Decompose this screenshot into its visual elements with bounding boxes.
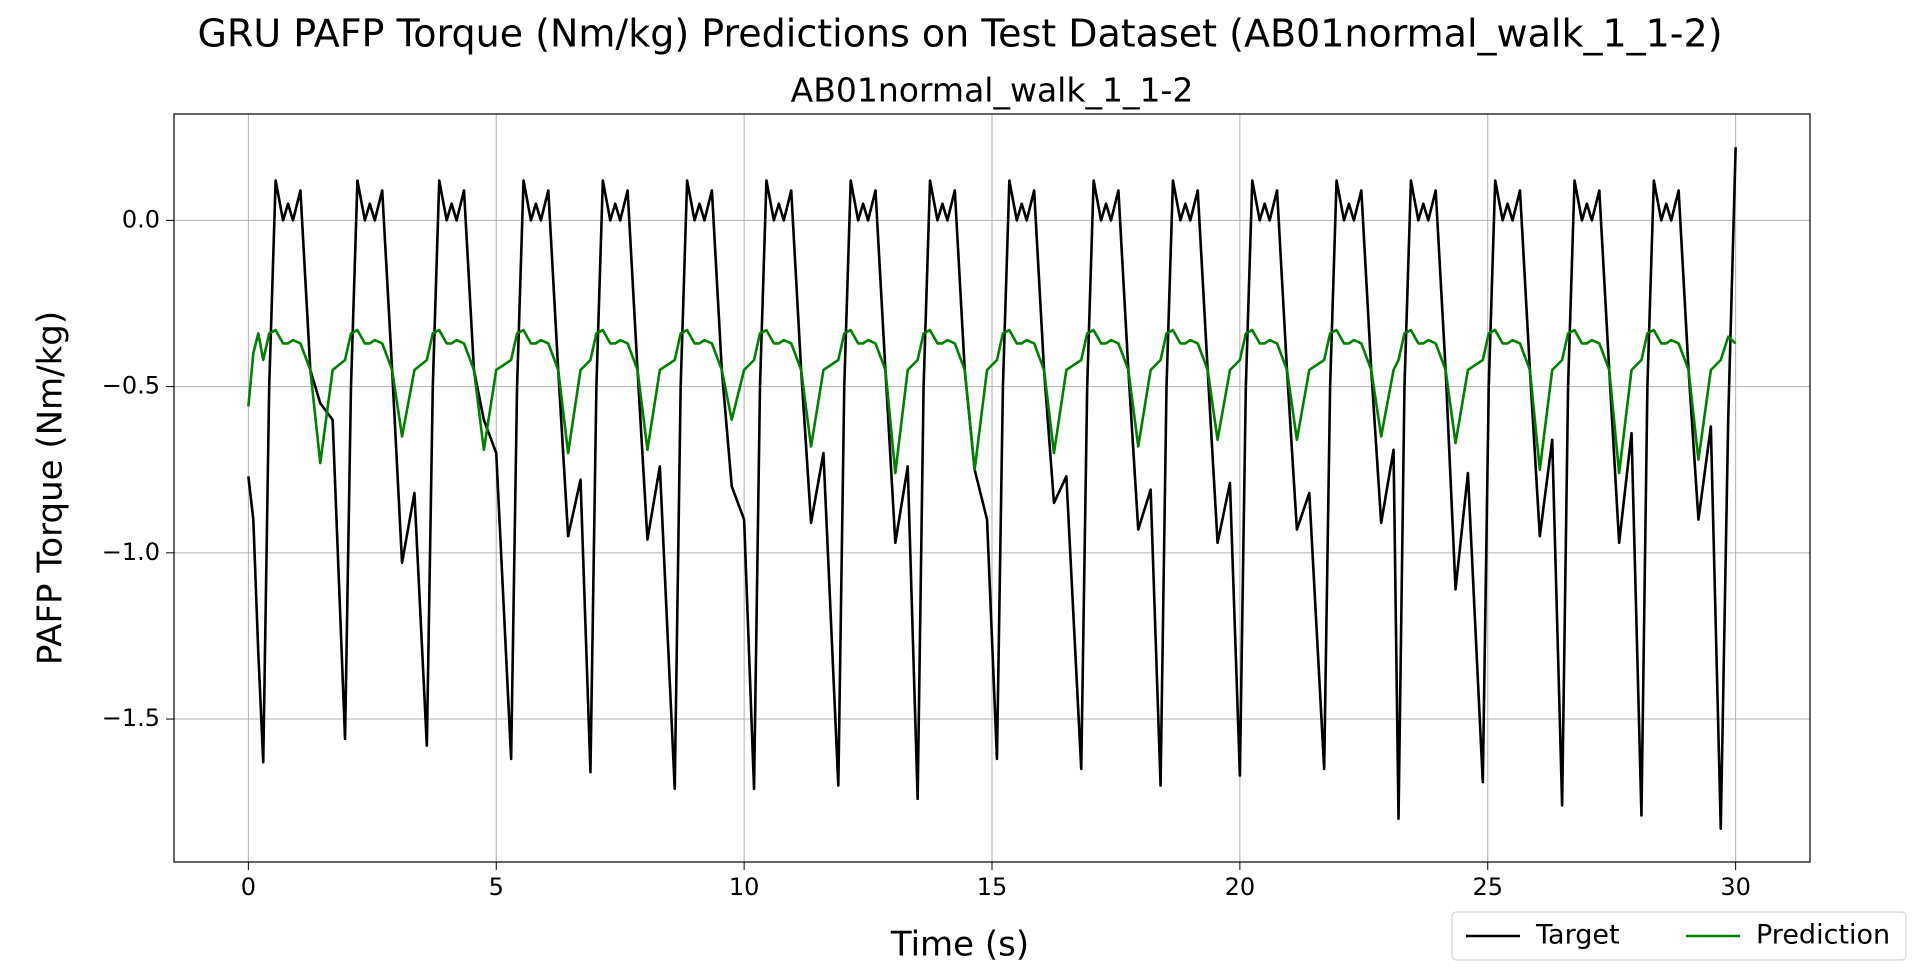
plot-frame xyxy=(173,113,1811,863)
x-tick-label: 25 xyxy=(1472,873,1503,901)
data-line xyxy=(247,328,1737,475)
y-axis-label: PAFP Torque (Nm/kg) xyxy=(31,311,71,665)
legend: Target Prediction xyxy=(1451,911,1907,961)
y-tick-label: 0.0 xyxy=(122,205,160,233)
legend-label: Target xyxy=(1535,920,1620,951)
y-tick-label: −1.0 xyxy=(102,538,160,566)
y-tick-label: −0.5 xyxy=(102,372,160,400)
y-tick-label: −1.5 xyxy=(102,704,160,732)
x-tick-label: 30 xyxy=(1720,873,1751,901)
legend-box xyxy=(1451,911,1907,961)
chart-subtitle: AB01normal_walk_1_1-2 xyxy=(791,71,1194,110)
x-tick-label: 5 xyxy=(489,873,504,901)
x-axis-label: Time (s) xyxy=(890,925,1029,965)
x-tick-label: 20 xyxy=(1225,873,1256,901)
chart-title: GRU PAFP Torque (Nm/kg) Predictions on T… xyxy=(197,12,1722,56)
data-line xyxy=(247,147,1737,831)
x-tick-label: 0 xyxy=(241,873,256,901)
x-tick-label: 10 xyxy=(729,873,760,901)
x-tick-label: 15 xyxy=(977,873,1008,901)
legend-label: Prediction xyxy=(1756,920,1890,951)
